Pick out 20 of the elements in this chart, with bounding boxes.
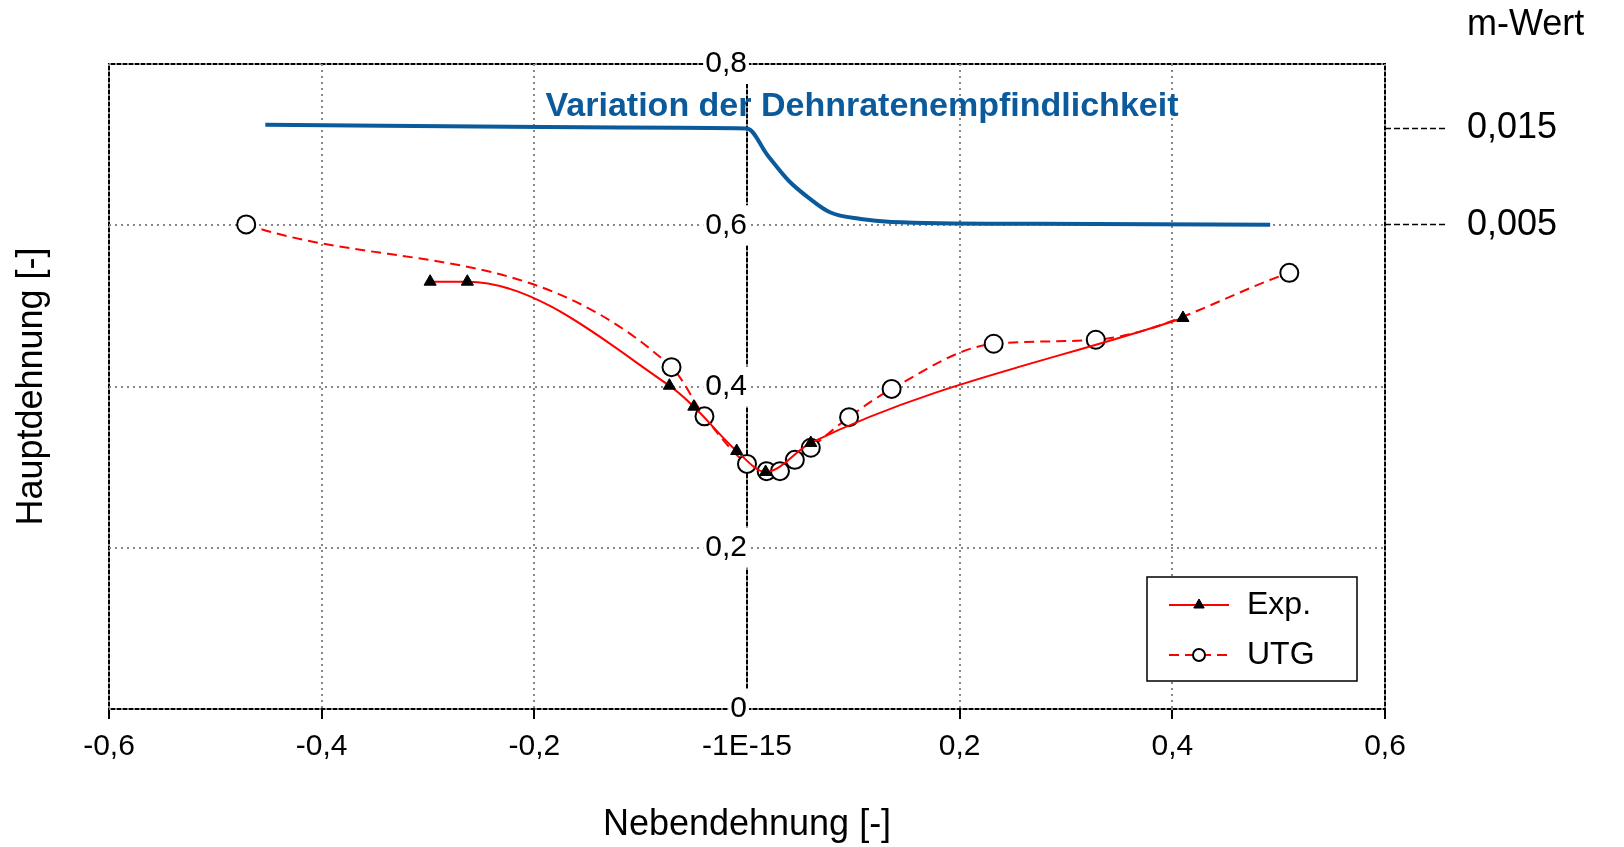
y2-tick-label: 0,005 — [1467, 201, 1558, 243]
y-tick-label: 0,8 — [705, 45, 747, 79]
x-tick-label: -0,6 — [83, 728, 135, 762]
series-label: Variation der Dehnratenempfindlichkeit — [545, 84, 1179, 123]
x-tick-label: -0,4 — [295, 728, 348, 762]
y-axis-title: Hauptdehnung [-] — [8, 247, 50, 526]
x-tick-label: -1E-15 — [701, 728, 793, 762]
x-tick-label: 0,6 — [1364, 728, 1406, 762]
x-tick-label: 0,4 — [1151, 728, 1194, 762]
x-axis-title: Nebendehnung [-] — [602, 802, 892, 844]
y2-tick-label: 0,015 — [1467, 105, 1558, 147]
y-tick-label: 0 — [730, 690, 747, 724]
y2-axis-title: m-Wert — [1467, 1, 1585, 43]
legend-label: Exp. — [1247, 584, 1312, 621]
x-tick-label: 0,2 — [938, 728, 981, 762]
y-tick-label: 0,6 — [705, 206, 747, 240]
y-tick-label: 0,4 — [705, 367, 747, 401]
y-tick-label: 0,2 — [705, 529, 747, 563]
x-tick-label: -0,2 — [508, 728, 561, 762]
legend-label: UTG — [1247, 634, 1315, 671]
